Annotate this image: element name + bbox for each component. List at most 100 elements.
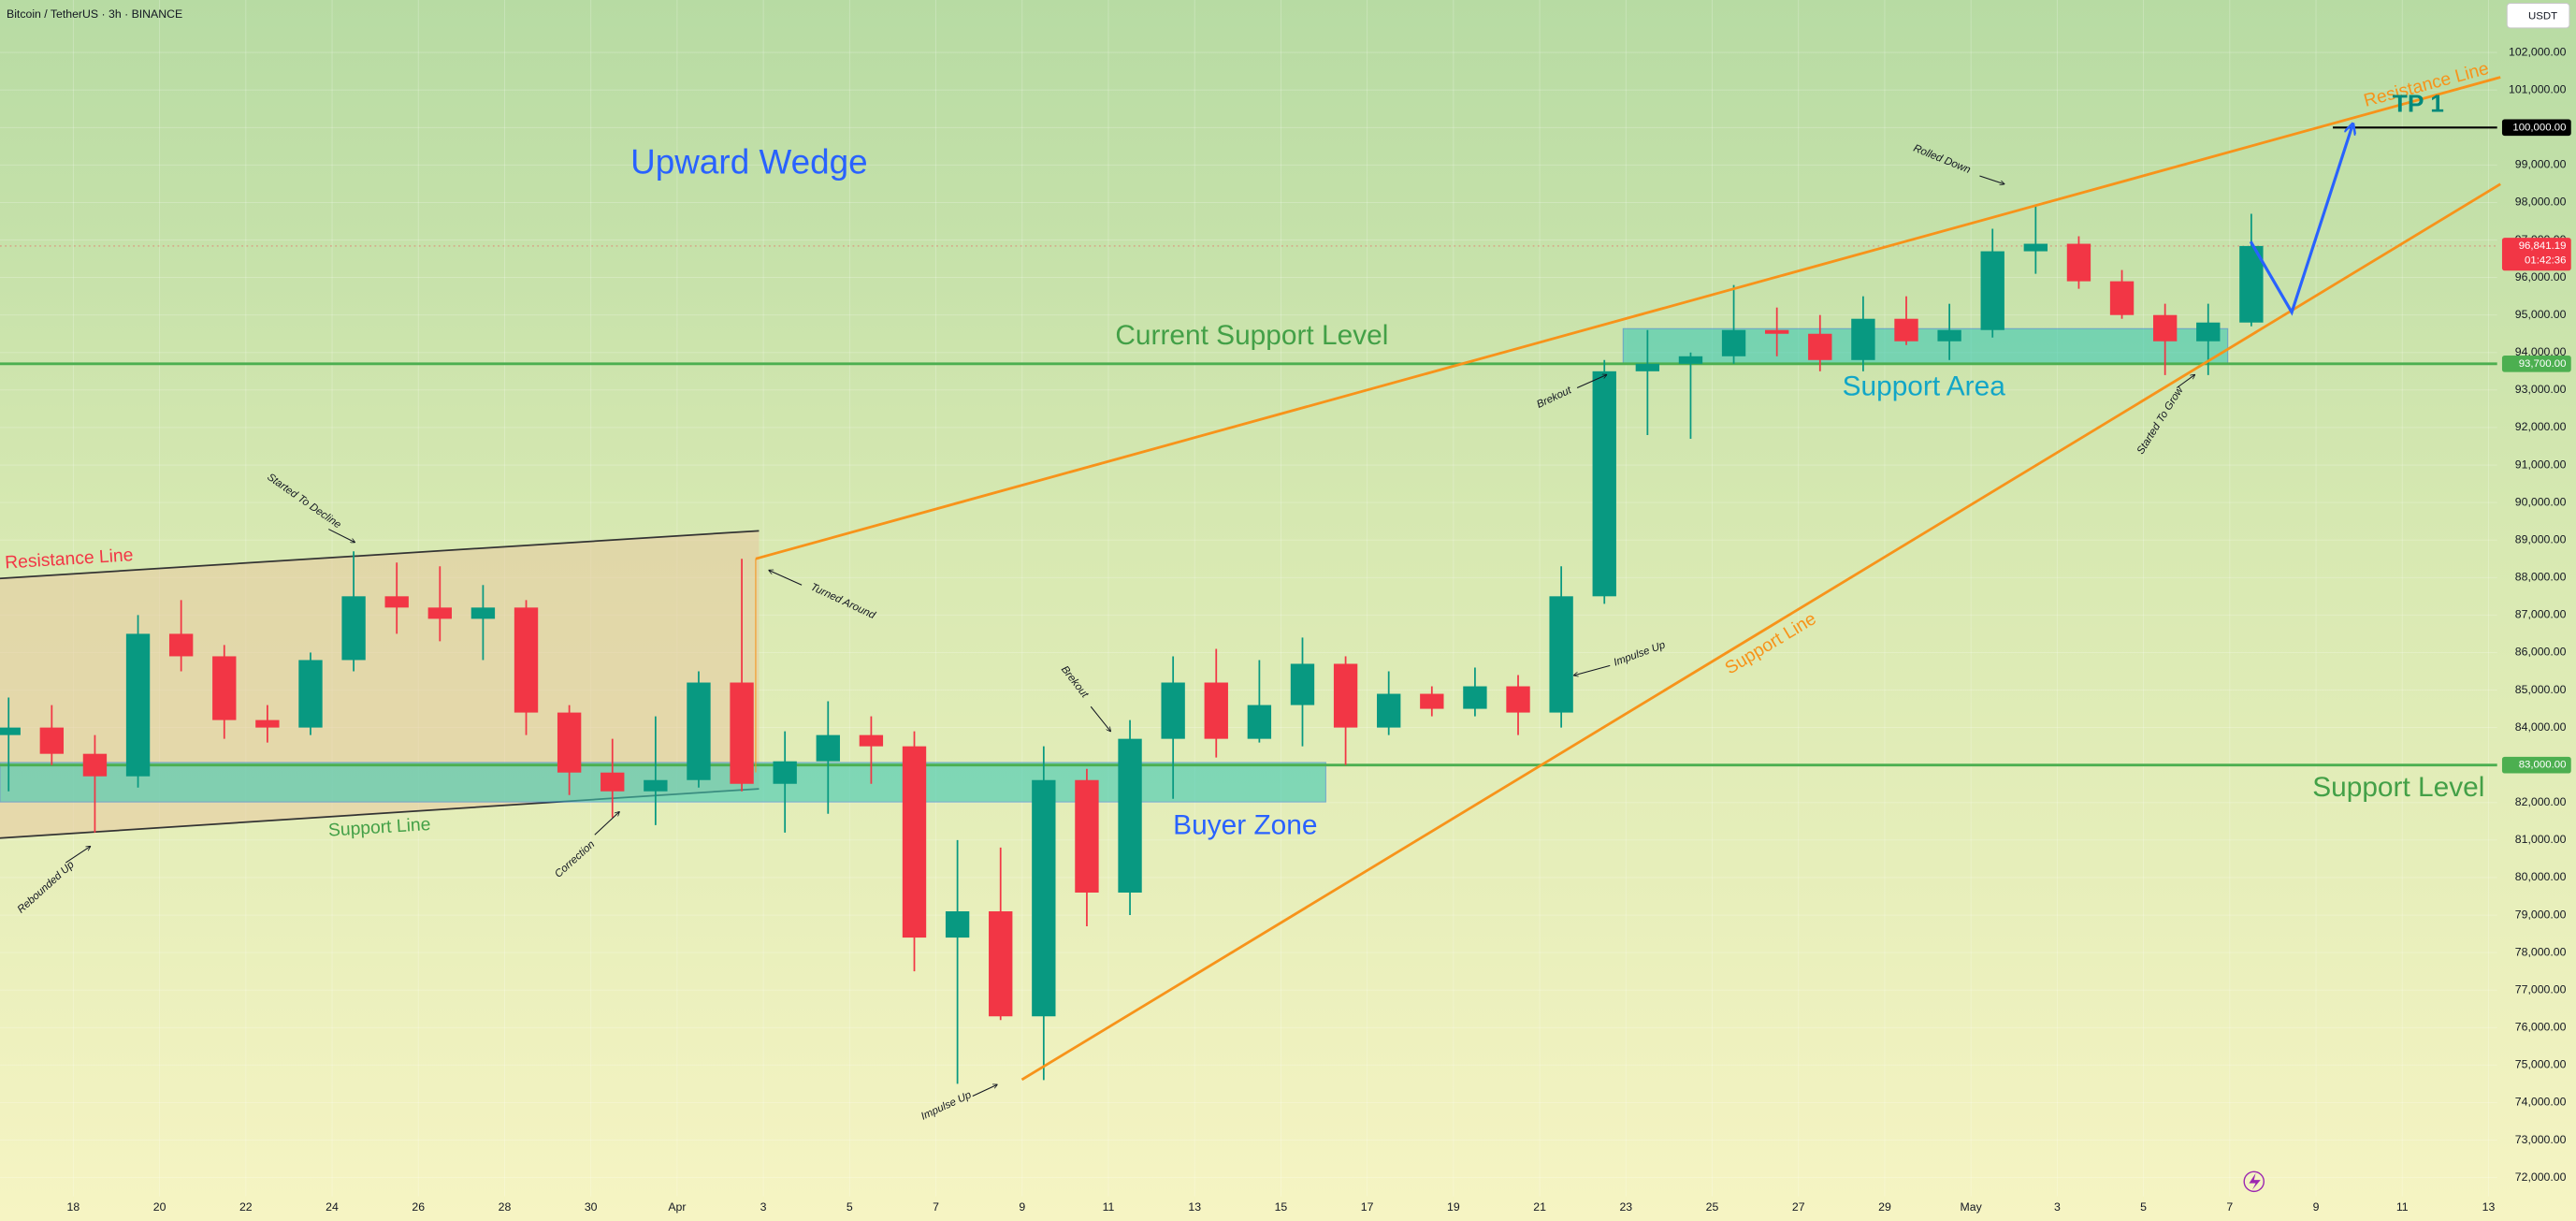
y-tick-label: 77,000.00 — [2515, 982, 2567, 996]
candle-body — [1118, 738, 1142, 893]
annotation: Support Area — [1843, 371, 2006, 401]
y-tick-label: 93,000.00 — [2515, 383, 2567, 396]
last-price-label: 96,841.19 — [2519, 240, 2567, 252]
y-tick-label: 88,000.00 — [2515, 571, 2567, 584]
arrow — [1090, 705, 1110, 731]
y-tick-label: 87,000.00 — [2515, 608, 2567, 621]
y-tick-label: 78,000.00 — [2515, 945, 2567, 958]
candle-body — [1290, 663, 1315, 705]
y-tick-label: 92,000.00 — [2515, 420, 2567, 433]
candle-body — [384, 596, 409, 608]
x-tick-label: Apr — [668, 1200, 686, 1214]
candle-body — [212, 656, 237, 720]
candle-body — [470, 607, 496, 619]
x-tick-label: 13 — [2482, 1200, 2496, 1214]
x-tick-label: 29 — [1878, 1200, 1891, 1214]
candle-body — [2109, 281, 2135, 315]
x-tick-label: 11 — [2396, 1200, 2409, 1214]
x-tick-label: 7 — [933, 1200, 939, 1214]
candle-body — [2196, 322, 2221, 342]
candle-body — [1937, 329, 1961, 342]
level-tag — [2501, 119, 2571, 137]
lightning-glyph — [2249, 1173, 2261, 1190]
annotation-arrows — [65, 175, 2194, 1097]
grid — [0, 0, 2497, 1197]
x-tick-label: 5 — [2140, 1200, 2147, 1214]
y-tick-label: 86,000.00 — [2515, 646, 2567, 659]
candle-body — [1721, 329, 1746, 356]
x-tick-label: 19 — [1447, 1200, 1460, 1214]
y-tick-label: 81,000.00 — [2515, 833, 2567, 846]
x-tick-label: 25 — [1706, 1200, 1719, 1214]
candle-body — [816, 734, 840, 762]
countdown: 01:42:36 — [2525, 255, 2566, 267]
y-tick-label: 79,000.00 — [2515, 908, 2567, 921]
arrow — [1576, 374, 1607, 388]
arrow — [65, 847, 90, 864]
arrow — [328, 529, 355, 543]
support-area — [1622, 327, 2229, 364]
y-tick-label: 102,000.00 — [2509, 45, 2567, 58]
y-tick-label: 89,000.00 — [2515, 532, 2567, 545]
lightning-icon[interactable] — [2243, 1170, 2265, 1193]
y-tick-label: 76,000.00 — [2515, 1021, 2567, 1034]
y-tick-label: 90,000.00 — [2515, 495, 2567, 508]
annotation: TP 1 — [2393, 89, 2444, 117]
channel-top — [0, 530, 760, 580]
x-tick-label: May — [1961, 1200, 1983, 1214]
level-label: 83,000.00 — [2519, 760, 2567, 771]
annotation: Buyer Zone — [1173, 809, 1317, 840]
y-tick-label: 82,000.00 — [2515, 795, 2567, 808]
candle-body — [2066, 243, 2091, 282]
x-tick-label: 9 — [2313, 1200, 2320, 1214]
x-tick-label: 20 — [153, 1200, 166, 1214]
candle-body — [514, 607, 539, 713]
currency-button[interactable] — [2506, 2, 2570, 29]
annotation: Support Level — [2312, 772, 2484, 803]
x-tick-label: 13 — [1188, 1200, 1201, 1214]
symbol-title: Bitcoin / TetherUS · 3h · BINANCE — [7, 7, 182, 21]
candle-body — [1377, 693, 1401, 728]
wedge-bottom — [1020, 182, 2501, 1082]
x-tick-label: 26 — [412, 1200, 425, 1214]
candle-body — [859, 734, 884, 747]
candles — [0, 206, 2264, 1084]
x-tick-label: 28 — [499, 1200, 512, 1214]
candle-body — [1635, 363, 1660, 371]
y-tick-label: 73,000.00 — [2515, 1133, 2567, 1146]
y-tick-label: 75,000.00 — [2515, 1058, 2567, 1071]
candle-body — [2152, 314, 2178, 342]
y-tick-label: 84,000.00 — [2515, 720, 2567, 734]
y-tick-label: 101,000.00 — [2509, 82, 2567, 95]
x-tick-label: 24 — [326, 1200, 339, 1214]
y-tick-label: 98,000.00 — [2515, 196, 2567, 209]
last-price-tag — [2501, 238, 2571, 271]
candle-body — [39, 727, 65, 754]
candle-body — [1894, 318, 1918, 342]
x-tick-label: 15 — [1275, 1200, 1288, 1214]
axes: 72,000.00 73,000.00 74,000.00 75,000.00 76,0… — [67, 45, 2571, 1214]
projection-path — [2249, 124, 2352, 316]
candle-body — [989, 911, 1013, 1017]
candle-body — [298, 660, 323, 728]
candle-body — [341, 596, 366, 661]
level-label: 100,000.00 — [2512, 122, 2566, 133]
y-tick-label: 74,000.00 — [2515, 1096, 2567, 1109]
x-tick-label: 9 — [1019, 1200, 1025, 1214]
candle-body — [902, 746, 927, 938]
candle-body — [1333, 663, 1358, 728]
level-tag — [2501, 356, 2571, 372]
level-label: 93,700.00 — [2519, 358, 2567, 370]
level-tag — [2501, 756, 2571, 774]
annotation: Current Support Level — [1115, 320, 1388, 351]
x-tick-label: 11 — [1103, 1200, 1115, 1214]
arrow — [972, 1084, 997, 1097]
y-tick-label: 91,000.00 — [2515, 458, 2567, 471]
y-tick-label: 95,000.00 — [2515, 308, 2567, 321]
candle-body — [945, 911, 970, 938]
y-tick-label: 72,000.00 — [2515, 1170, 2567, 1184]
currency-label: USDT — [2528, 11, 2557, 22]
x-tick-label: 3 — [760, 1200, 767, 1214]
y-tick-label: 94,000.00 — [2515, 345, 2567, 358]
